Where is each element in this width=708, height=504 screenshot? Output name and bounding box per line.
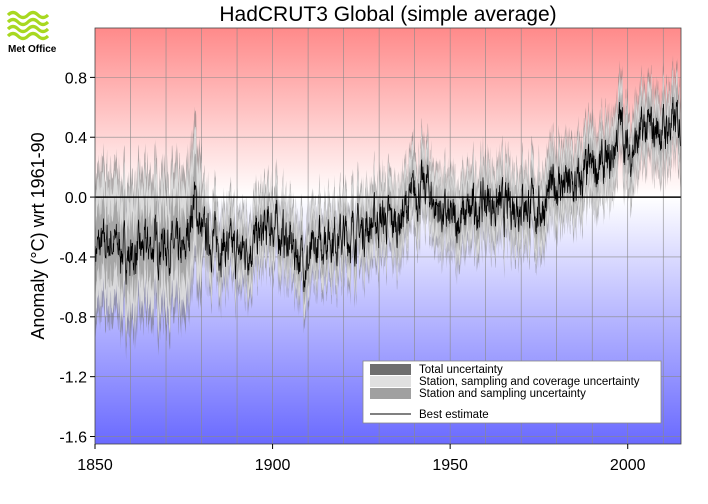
y-tick-label: -0.4	[59, 250, 87, 267]
legend-label: Total uncertainty	[419, 364, 503, 376]
logo-text: Met Office	[8, 44, 57, 55]
legend-swatch	[370, 388, 411, 399]
x-axis: 1850 1900 1950 2000	[77, 444, 646, 474]
y-tick-label: 0.0	[65, 190, 87, 207]
met-office-logo: Met Office	[6, 10, 57, 55]
y-tick-label: 0.4	[65, 130, 87, 147]
legend-box	[362, 360, 662, 424]
legend-label: Station and sampling uncertainty	[419, 388, 586, 400]
legend-label: Station, sampling and coverage uncertain…	[419, 376, 640, 388]
x-tick-label: 1850	[77, 457, 113, 474]
series-lines	[95, 96, 681, 293]
y-tick-label: 0.8	[65, 70, 87, 87]
series-best-estimate	[95, 96, 681, 293]
met-office-wave-icon	[6, 10, 50, 41]
y-axis-label: Anomaly (°C) wrt 1961-90	[28, 132, 48, 339]
x-tick-label: 2000	[610, 457, 646, 474]
legend-swatch	[370, 364, 411, 375]
chart-title: HadCRUT3 Global (simple average)	[219, 3, 556, 26]
y-tick-label: -1.6	[59, 430, 87, 447]
x-tick-label: 1900	[255, 457, 291, 474]
legend-swatch	[370, 376, 411, 387]
y-tick-label: -1.2	[59, 370, 87, 387]
legend-label: Best estimate	[419, 409, 489, 421]
y-tick-label: -0.8	[59, 310, 87, 327]
plot-frame	[94, 27, 682, 445]
x-tick-label: 1950	[432, 457, 468, 474]
y-axis: -1.6 -1.2 -0.8 -0.4 0.0 0.4 0.8	[59, 70, 95, 447]
